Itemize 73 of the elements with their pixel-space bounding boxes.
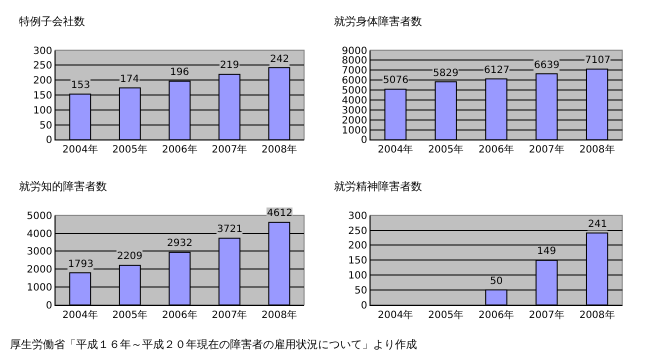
data-label: 174 [120, 74, 140, 85]
y-tick-label: 3000 [26, 246, 52, 258]
y-tick-label: 100 [348, 270, 368, 282]
x-tick-label: 2008年 [261, 144, 297, 156]
x-tick-label: 2007年 [212, 308, 248, 321]
y-tick-label: 5000 [26, 210, 52, 222]
y-tick-label: 300 [348, 210, 368, 222]
chart-title: 就労知的障害者数 [19, 180, 107, 193]
data-label: 2209 [117, 251, 142, 262]
y-tick-label: 1000 [26, 282, 52, 294]
y-tick-label: 6000 [342, 76, 368, 87]
data-label: 153 [71, 80, 90, 91]
y-tick-label: 4000 [26, 228, 52, 240]
y-tick-label: 0 [360, 135, 368, 146]
data-label: 6127 [484, 65, 510, 76]
data-label: 242 [270, 54, 290, 65]
x-tick-label: 2004年 [62, 308, 98, 321]
data-label: 5076 [383, 75, 408, 86]
y-tick-label: 8000 [342, 56, 368, 67]
data-label: 50 [490, 276, 503, 287]
y-tick-label: 3000 [342, 105, 368, 116]
y-tick-label: 150 [33, 90, 52, 102]
data-label: 7107 [585, 55, 610, 66]
y-tick-label: 2000 [342, 115, 368, 126]
x-tick-label: 2007年 [528, 308, 564, 321]
x-tick-label: 2004年 [62, 144, 98, 156]
x-tick-label: 2006年 [162, 144, 198, 156]
y-tick-label: 200 [348, 240, 368, 252]
data-label: 2932 [167, 238, 192, 249]
y-tick-label: 250 [33, 60, 52, 72]
data-label: 196 [170, 67, 190, 78]
data-label: 4612 [267, 208, 292, 219]
y-tick-label: 5000 [342, 86, 368, 97]
x-tick-label: 2007年 [528, 144, 564, 156]
x-tick-label: 2008年 [579, 144, 615, 156]
x-tick-label: 2006年 [478, 144, 514, 156]
y-tick-label: 150 [348, 256, 368, 267]
data-label: 5829 [433, 68, 458, 79]
x-tick-label: 2005年 [112, 144, 148, 156]
y-tick-label: 250 [348, 226, 368, 237]
y-tick-label: 9000 [342, 46, 368, 57]
data-label: 241 [588, 219, 608, 230]
x-tick-label: 2007年 [212, 144, 248, 156]
x-tick-label: 2008年 [579, 308, 615, 321]
y-tick-label: 2000 [26, 264, 52, 276]
data-label: 1793 [68, 259, 94, 270]
y-tick-label: 0 [46, 300, 52, 312]
chart-title: 就労精神障害者数 [334, 180, 422, 193]
x-tick-label: 2004年 [378, 144, 414, 156]
y-tick-label: 7000 [342, 66, 368, 77]
y-tick-label: 50 [354, 285, 368, 296]
x-tick-label: 2005年 [428, 144, 464, 156]
y-tick-label: 100 [33, 105, 52, 116]
y-tick-label: 0 [360, 300, 368, 312]
y-tick-label: 0 [46, 135, 52, 146]
chart-title: 特例子会社数 [19, 15, 85, 28]
x-tick-label: 2004年 [378, 308, 414, 321]
x-tick-label: 2006年 [162, 308, 198, 321]
data-label: 219 [220, 60, 240, 71]
x-tick-label: 2005年 [428, 308, 464, 321]
y-tick-label: 1000 [342, 125, 368, 136]
x-tick-label: 2005年 [112, 308, 148, 321]
data-label: 6639 [534, 60, 560, 71]
x-tick-label: 2006年 [478, 308, 514, 321]
y-tick-label: 50 [40, 120, 52, 132]
y-tick-label: 300 [33, 46, 52, 57]
y-tick-label: 4000 [342, 95, 368, 106]
text: 厚生労働省「平成１６年～平成２０年現在の障害者の雇用状況について」より作成 [10, 338, 417, 351]
x-tick-label: 2008年 [261, 308, 297, 321]
chart-title: 就労身体障害者数 [334, 15, 422, 28]
y-tick-label: 200 [33, 76, 52, 87]
data-label: 3721 [217, 224, 242, 235]
data-label: 149 [537, 246, 556, 257]
